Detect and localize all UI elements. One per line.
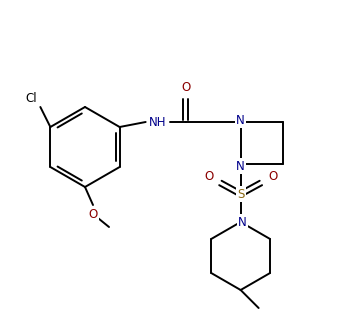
Text: O: O bbox=[181, 80, 190, 93]
Text: N: N bbox=[238, 215, 247, 229]
Text: O: O bbox=[89, 207, 97, 221]
Text: O: O bbox=[204, 169, 213, 183]
Text: N: N bbox=[236, 113, 245, 127]
Text: N: N bbox=[236, 159, 245, 173]
Text: Cl: Cl bbox=[26, 91, 37, 105]
Text: O: O bbox=[268, 169, 277, 183]
Text: S: S bbox=[237, 187, 244, 201]
Text: NH: NH bbox=[149, 116, 166, 128]
Text: N: N bbox=[236, 113, 245, 127]
